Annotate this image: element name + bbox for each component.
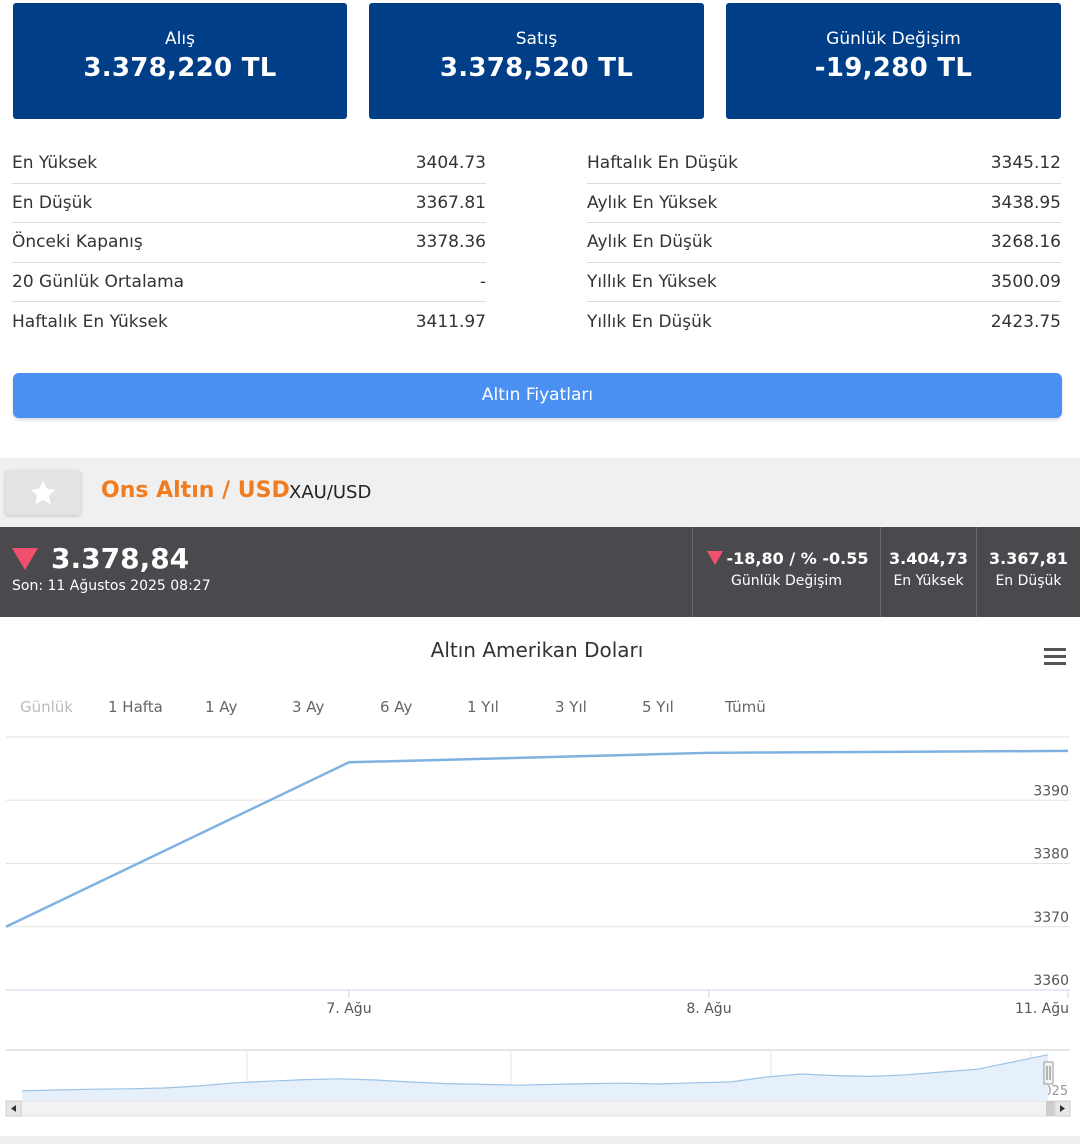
y-tick-label: 3390 xyxy=(1033,783,1069,799)
stat-value: 3378.36 xyxy=(415,232,486,253)
stat-label: Haftalık En Yüksek xyxy=(12,311,168,332)
buy-label: Alış xyxy=(165,29,195,49)
range-1-week[interactable]: 1 Hafta xyxy=(108,698,163,716)
stat-value: 3367.81 xyxy=(415,192,486,213)
change-value: -18,80 / % -0.55 xyxy=(726,549,869,568)
quote-bar: 3.378,84 Son: 11 Ağustos 2025 08:27 -18,… xyxy=(0,527,1080,617)
buy-card: Alış 3.378,220 TL xyxy=(13,3,347,119)
star-icon xyxy=(30,480,56,504)
favorite-button[interactable] xyxy=(5,470,81,515)
range-3-years[interactable]: 3 Yıl xyxy=(555,698,587,716)
stat-row: 20 Günlük Ortalama - xyxy=(12,263,486,302)
range-selector: Günlük 1 Hafta 1 Ay 3 Ay 6 Ay 1 Yıl 3 Yı… xyxy=(0,698,1080,720)
current-price: 3.378,84 xyxy=(51,542,190,575)
last-update: Son: 11 Ağustos 2025 08:27 xyxy=(12,578,211,594)
gold-prices-button[interactable]: Altın Fiyatları xyxy=(13,373,1062,418)
stat-row: Aylık En Yüksek 3438.95 xyxy=(587,184,1061,223)
x-tick-label: 11. Ağu xyxy=(1015,1001,1069,1017)
range-daily[interactable]: Günlük xyxy=(20,698,73,716)
sell-label: Satış xyxy=(515,29,558,49)
stat-value: 2423.75 xyxy=(990,311,1061,332)
daily-change-card: Günlük Değişim -19,280 TL xyxy=(726,3,1061,119)
y-tick-label: 3380 xyxy=(1033,847,1069,863)
price-cards: Alış 3.378,220 TL Satış 3.378,520 TL Gün… xyxy=(0,0,1080,120)
arrow-left-icon xyxy=(11,1105,16,1112)
high-label: En Yüksek xyxy=(893,573,964,589)
down-arrow-icon xyxy=(707,551,723,565)
stat-value: 3500.09 xyxy=(990,271,1061,292)
low-label: En Düşük xyxy=(995,573,1062,589)
range-5-years[interactable]: 5 Yıl xyxy=(642,698,674,716)
navigator-scrollbar-thumb xyxy=(1046,1101,1054,1116)
sell-card: Satış 3.378,520 TL xyxy=(369,3,704,119)
range-6-months[interactable]: 6 Ay xyxy=(380,698,413,716)
bottom-strip xyxy=(0,1136,1080,1144)
change-label: Günlük Değişim xyxy=(731,573,842,589)
stat-label: Yıllık En Yüksek xyxy=(587,271,717,292)
stat-label: En Yüksek xyxy=(12,153,98,174)
stat-value: 3438.95 xyxy=(990,192,1061,213)
stat-label: Önceki Kapanış xyxy=(12,232,143,253)
range-3-months[interactable]: 3 Ay xyxy=(292,698,325,716)
daily-change-value: -19,280 TL xyxy=(814,53,973,83)
chart-menu-icon[interactable] xyxy=(1044,648,1066,666)
quote-change-cell: -18,80 / % -0.55 Günlük Değişim xyxy=(692,527,880,617)
stat-row: En Düşük 3367.81 xyxy=(12,184,486,223)
stat-value: 3268.16 xyxy=(990,232,1061,253)
stat-row: Haftalık En Yüksek 3411.97 xyxy=(12,302,486,342)
down-arrow-icon xyxy=(12,548,38,570)
stats-left-column: En Yüksek 3404.73 En Düşük 3367.81 Önceki … xyxy=(12,144,486,342)
arrow-right-icon xyxy=(1060,1105,1065,1112)
buy-value: 3.378,220 TL xyxy=(83,53,277,83)
sell-value: 3.378,520 TL xyxy=(439,53,634,83)
range-all[interactable]: Tümü xyxy=(725,698,766,716)
stat-label: Yıllık En Düşük xyxy=(587,311,712,332)
stat-row: Aylık En Düşük 3268.16 xyxy=(587,223,1061,263)
stat-value: 3404.73 xyxy=(415,153,486,174)
daily-change-label: Günlük Değişim xyxy=(826,29,961,49)
stat-row: Önceki Kapanış 3378.36 xyxy=(12,223,486,263)
stat-label: Aylık En Yüksek xyxy=(587,192,718,213)
navigator-handle xyxy=(1043,1061,1054,1085)
price-series-line xyxy=(5,749,1069,928)
instrument-name: Ons Altın / USD xyxy=(101,478,290,503)
instrument-code: XAU/USD xyxy=(289,482,372,503)
stat-row: Yıllık En Yüksek 3500.09 xyxy=(587,263,1061,302)
range-1-year[interactable]: 1 Yıl xyxy=(467,698,499,716)
stat-label: Aylık En Düşük xyxy=(587,232,713,253)
stat-value: 3411.97 xyxy=(415,311,486,332)
navigator-scrollbar-track xyxy=(5,1100,1071,1117)
stat-value: 3345.12 xyxy=(990,153,1061,174)
range-1-month[interactable]: 1 Ay xyxy=(205,698,238,716)
stat-row: Yıllık En Düşük 2423.75 xyxy=(587,302,1061,342)
stat-label: En Düşük xyxy=(12,192,93,213)
navigator-series-line xyxy=(21,1054,1049,1092)
navigator-area-fill xyxy=(22,1054,1048,1100)
stat-row: Haftalık En Düşük 3345.12 xyxy=(587,144,1061,184)
stat-row: En Yüksek 3404.73 xyxy=(12,144,486,184)
y-tick-label: 3360 xyxy=(1033,973,1069,989)
stat-label: Haftalık En Düşük xyxy=(587,153,738,174)
stat-value: - xyxy=(479,271,486,292)
x-tick-label: 7. Ağu xyxy=(326,1001,371,1017)
stat-label: 20 Günlük Ortalama xyxy=(12,271,185,292)
low-value: 3.367,81 xyxy=(989,549,1068,568)
stats-right-column: Haftalık En Düşük 3345.12 Aylık En Yüksek… xyxy=(587,144,1061,342)
high-value: 3.404,73 xyxy=(889,549,968,568)
y-tick-label: 3370 xyxy=(1033,910,1069,926)
x-tick-label: 8. Ağu xyxy=(686,1001,731,1017)
chart-title: Altın Amerikan Doları xyxy=(430,638,644,662)
quote-low-cell: 3.367,81 En Düşük xyxy=(976,527,1080,617)
instrument-header: Ons Altın / USD XAU/USD xyxy=(0,458,1080,527)
quote-high-cell: 3.404,73 En Yüksek xyxy=(880,527,976,617)
